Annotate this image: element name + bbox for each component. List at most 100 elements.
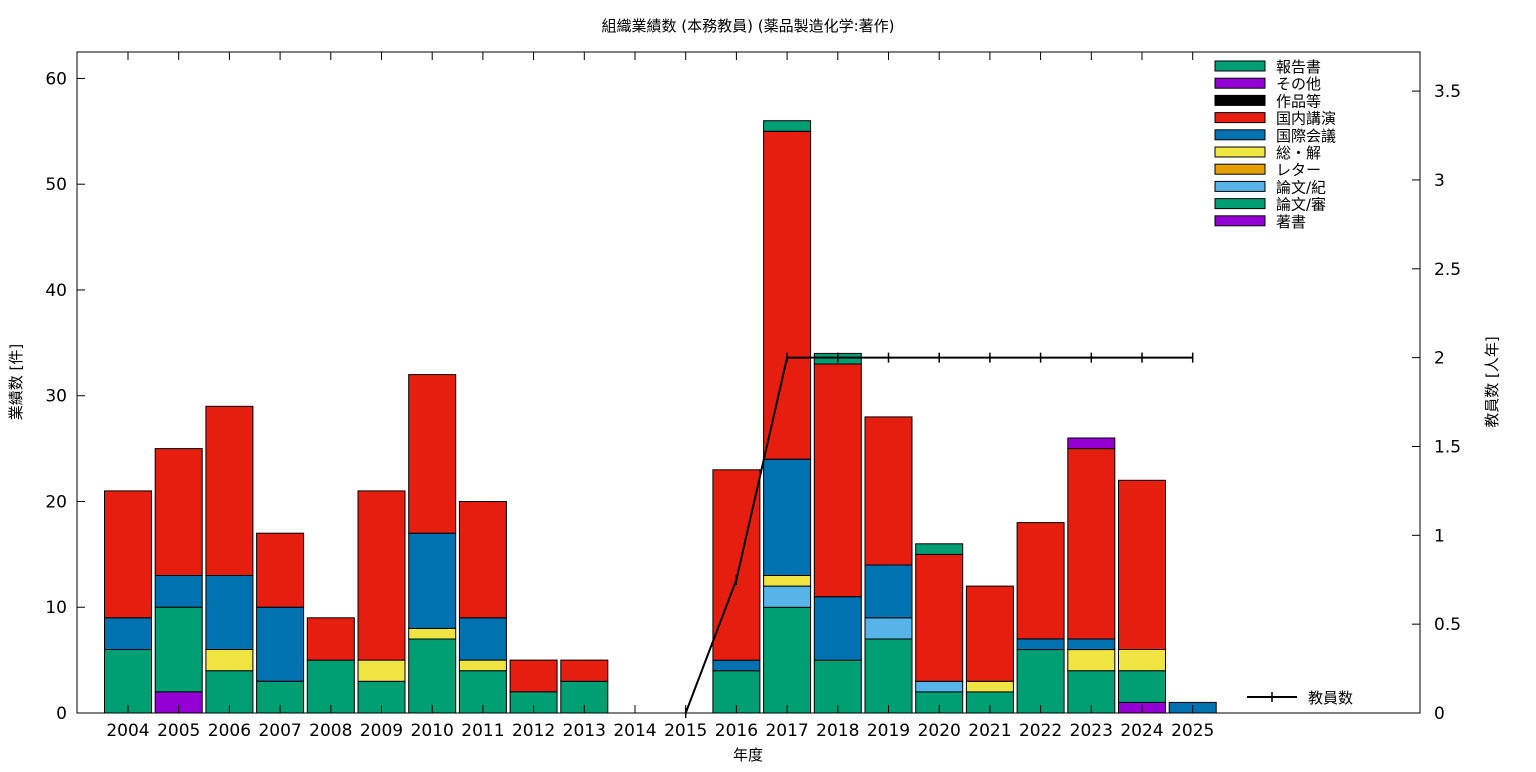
legend-label: 論文/紀 [1276, 178, 1326, 196]
y-tick-label: 20 [45, 492, 67, 512]
bar-segment [813, 659, 862, 714]
x-tick-label: 2011 [461, 721, 504, 741]
bar-segment [813, 596, 862, 661]
x-tick-label: 2021 [968, 721, 1011, 741]
x-tick-label: 2020 [918, 721, 961, 741]
x-tick-label: 2019 [867, 721, 910, 741]
bar-segment [205, 405, 254, 576]
bar-segment [864, 638, 913, 714]
x-tick-label: 2010 [411, 721, 454, 741]
x-tick-label: 2009 [360, 721, 403, 741]
y-tick-label: 60 [45, 69, 67, 89]
bar-segment [104, 649, 152, 714]
bar-segment [408, 374, 457, 534]
bar-segment [763, 458, 812, 577]
y2-tick-label: 0.5 [1434, 615, 1461, 635]
y2-tick-label: 1 [1434, 526, 1445, 546]
x-tick-label: 2017 [765, 721, 808, 741]
legend-label: 総・解 [1276, 144, 1321, 162]
bar-segment [763, 575, 812, 587]
legend-swatch [1214, 129, 1266, 141]
y-tick-label: 30 [45, 387, 67, 407]
y-tick-label: 0 [56, 704, 67, 724]
bar-segment [965, 680, 1014, 693]
bar-segment [1118, 479, 1166, 650]
bar-segment [1016, 649, 1065, 714]
bar-segment [965, 585, 1014, 682]
bar-segment [408, 638, 457, 714]
chart-title: 組織業績数 (本務教員) (薬品製造化学:著作) [602, 17, 895, 35]
y-axis-label: 業績数 [件] [7, 344, 25, 420]
x-tick-label: 2014 [613, 721, 656, 741]
x-tick-label: 2015 [664, 721, 707, 741]
bar-segment [306, 617, 355, 661]
x-tick-label: 2008 [309, 721, 352, 741]
y-tick-label: 50 [45, 175, 67, 195]
bar-segment [205, 649, 254, 672]
bar-segment [154, 606, 203, 693]
legend-swatch [1214, 146, 1266, 158]
y2-tick-label: 2 [1434, 349, 1445, 369]
legend-label: 国際会議 [1276, 127, 1336, 145]
y2-tick-label: 0 [1434, 704, 1445, 724]
x-tick-label: 2004 [106, 721, 149, 741]
legend-label: その他 [1276, 75, 1321, 93]
x-tick-label: 2025 [1171, 721, 1214, 741]
bar-segment [1016, 522, 1065, 640]
bar-segment [915, 553, 964, 682]
bar-segment [813, 363, 862, 598]
bar-segment [763, 606, 812, 714]
y2-tick-label: 1.5 [1434, 437, 1461, 457]
x-tick-label: 2007 [258, 721, 301, 741]
bar-segment [1067, 638, 1116, 651]
x-tick-label: 2006 [208, 721, 251, 741]
bar-segment [560, 659, 609, 682]
bar-segment [104, 617, 152, 650]
bar-segment [1067, 649, 1116, 672]
legend-swatch [1214, 163, 1266, 175]
bar-segment [509, 659, 558, 693]
legend-label: 論文/審 [1276, 196, 1326, 214]
legend-swatch [1214, 94, 1266, 106]
legend-label-line: 教員数 [1308, 689, 1353, 707]
bar-segment [1016, 638, 1065, 651]
bar-segment [1067, 437, 1116, 450]
legend-swatch [1214, 198, 1266, 210]
bar-segment [1067, 448, 1116, 640]
bar-segment [408, 627, 457, 640]
bar-segment [864, 416, 913, 566]
bar-segment [1118, 649, 1166, 672]
bar-segment [915, 680, 964, 693]
bar-segment [763, 120, 812, 132]
x-tick-label: 2018 [816, 721, 859, 741]
x-tick-label: 2016 [715, 721, 758, 741]
x-tick-label: 2022 [1019, 721, 1062, 741]
bar-segment [256, 532, 305, 608]
bar-segment [1118, 670, 1166, 703]
legend-swatch [1214, 180, 1266, 192]
legend-swatch [1214, 215, 1266, 227]
bar-segment [864, 617, 913, 640]
y-tick-label: 40 [45, 281, 67, 301]
legend-label: 国内講演 [1276, 110, 1336, 128]
bar-segment [458, 617, 507, 661]
x-tick-label: 2023 [1070, 721, 1113, 741]
bar-segment [154, 575, 203, 608]
bar-segment [104, 490, 152, 619]
bar-segment [763, 130, 812, 460]
y2-tick-label: 3.5 [1434, 82, 1461, 102]
bar-segment [763, 585, 812, 608]
bar-segment [458, 659, 507, 672]
plot-layer: 0 10 20 30 40 50 60 0 0.5 1 1.5 2 2.5 3 3.5 2004 2005 200… [45, 51, 1461, 741]
x-tick-label: 2005 [157, 721, 200, 741]
legend-label: レター [1276, 161, 1321, 179]
bar-segment [915, 543, 964, 555]
legend-label: 作品等 [1276, 92, 1321, 110]
bar-segment [712, 469, 761, 661]
x-tick-label: 2024 [1120, 721, 1163, 741]
bar-segment [712, 659, 761, 672]
bar-segment [256, 606, 305, 682]
legend-label: 著書 [1276, 213, 1306, 231]
bar-segment [357, 490, 406, 661]
